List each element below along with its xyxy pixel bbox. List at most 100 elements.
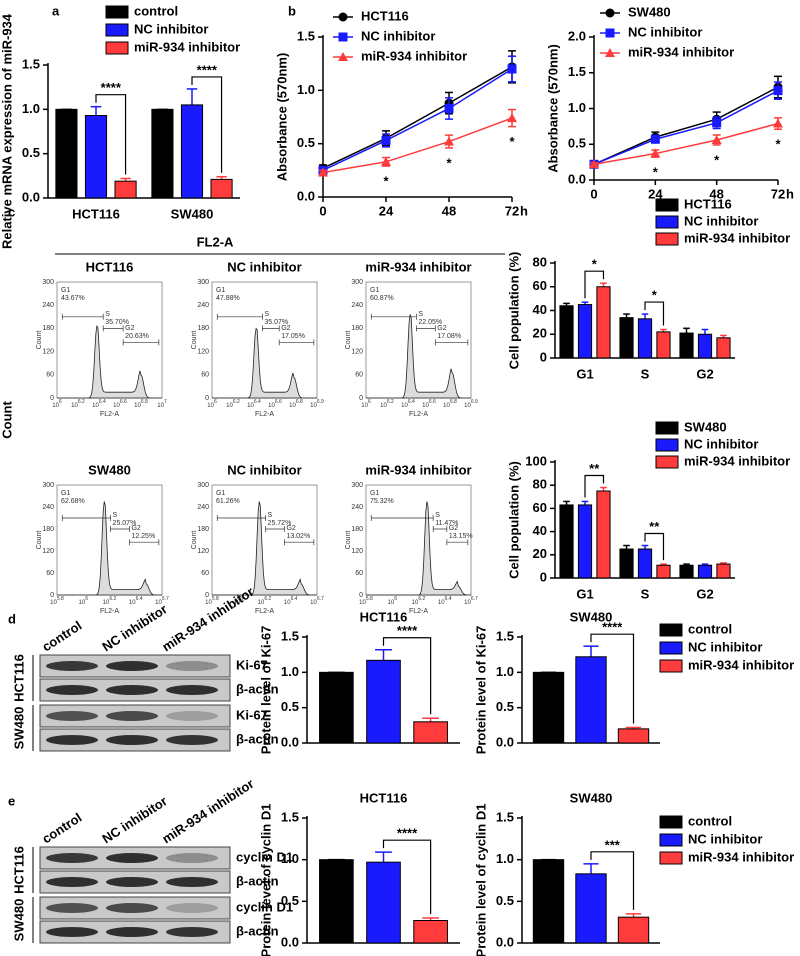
point bbox=[773, 86, 783, 96]
significance-label: * bbox=[446, 155, 452, 170]
bar bbox=[575, 873, 607, 944]
x-tick-label: 24 bbox=[379, 203, 394, 218]
y-tick-label: 20 bbox=[533, 326, 547, 341]
bar bbox=[319, 859, 354, 944]
gate bbox=[434, 339, 469, 346]
legend-label: NC inhibitor bbox=[684, 213, 758, 228]
bar bbox=[413, 920, 448, 944]
tick-base: 10 bbox=[207, 403, 214, 409]
flow-axis-y-label: Count bbox=[191, 331, 198, 350]
flow-y-tick: 60 bbox=[201, 372, 209, 379]
bar bbox=[114, 180, 137, 199]
flow-y-tick: 60 bbox=[46, 570, 54, 577]
bar bbox=[596, 490, 611, 579]
tick-base: 10 bbox=[412, 600, 419, 606]
tick-exp: 5.8 bbox=[366, 596, 373, 602]
y-tick-label: 1.5 bbox=[496, 809, 514, 824]
gate-pct: 12.25% bbox=[131, 533, 155, 540]
gate bbox=[370, 313, 417, 320]
tick-exp: 5.8 bbox=[212, 596, 219, 602]
bar bbox=[55, 108, 78, 199]
line bbox=[322, 66, 513, 169]
gate-pct: 22.05% bbox=[418, 319, 442, 326]
legend-label: HCT116 bbox=[361, 8, 409, 23]
x-tick-label: S bbox=[641, 586, 650, 601]
legend-swatch bbox=[659, 851, 683, 865]
blot-row-label: cyclin D1 bbox=[236, 849, 293, 864]
line bbox=[593, 89, 779, 165]
tick-base: 10 bbox=[289, 403, 296, 409]
significance-label: * bbox=[714, 152, 720, 167]
flow-y-tick: 180 bbox=[351, 325, 363, 332]
legend-label: NC inhibitor bbox=[361, 28, 435, 43]
gate-pct: 75.32% bbox=[370, 498, 394, 505]
x-tick-label: S bbox=[641, 366, 650, 381]
bar bbox=[716, 563, 731, 579]
tick-exp: 6 bbox=[59, 399, 62, 405]
legend-marker bbox=[605, 48, 615, 57]
tick-exp: 6.6 bbox=[429, 399, 436, 405]
significance-label: * bbox=[775, 137, 781, 152]
legend-label: control bbox=[688, 813, 732, 828]
blot-band bbox=[166, 877, 218, 887]
flow-axis-y-label: Count bbox=[191, 531, 198, 550]
histogram bbox=[212, 327, 317, 399]
significance-label: *** bbox=[605, 837, 621, 852]
bar bbox=[679, 564, 694, 579]
histogram bbox=[212, 501, 317, 596]
x-tick-label: SW480 bbox=[171, 206, 214, 221]
significance-label: * bbox=[383, 174, 389, 189]
y-tick-label: 0.0 bbox=[22, 189, 40, 204]
flow-x-tick: 106 bbox=[207, 399, 217, 408]
tick-base: 10 bbox=[438, 600, 445, 606]
y-tick-label: 2.0 bbox=[568, 28, 586, 43]
bar bbox=[575, 656, 607, 744]
gate bbox=[265, 526, 285, 532]
flow-y-tick: 180 bbox=[42, 325, 54, 332]
gate bbox=[262, 325, 280, 332]
y-tick-label: 60 bbox=[533, 500, 547, 515]
gate bbox=[110, 526, 130, 532]
line bbox=[593, 122, 779, 166]
flow-y-tick: 240 bbox=[351, 504, 363, 511]
gate-name: S bbox=[435, 512, 440, 519]
point bbox=[444, 136, 454, 146]
flow-x-tick: 106 bbox=[79, 596, 89, 605]
flow-y-tick: 300 bbox=[197, 279, 209, 286]
gate bbox=[416, 325, 436, 332]
legend-swatch bbox=[105, 41, 129, 55]
flow-x-label: FL2-A bbox=[255, 608, 274, 615]
gate bbox=[284, 539, 315, 546]
significance-label: **** bbox=[101, 80, 122, 95]
blot-band bbox=[166, 903, 218, 913]
bar bbox=[596, 286, 611, 359]
legend-swatch bbox=[659, 659, 683, 673]
significance-bracket bbox=[644, 301, 665, 326]
legend-swatch bbox=[655, 438, 679, 452]
panel-label: d bbox=[8, 611, 16, 626]
x-tick-label: 48 bbox=[709, 186, 723, 201]
x-tick-label: G2 bbox=[696, 366, 713, 381]
y-axis-label: Absorbance (570nm) bbox=[274, 53, 289, 182]
y-axis-label: Relative mRNA expression of miR-934 bbox=[0, 13, 14, 249]
flow-y-tick: 120 bbox=[42, 548, 54, 555]
flow-x-tick: 107 bbox=[157, 399, 167, 408]
panel-label: a bbox=[52, 3, 60, 18]
tick-base: 10 bbox=[247, 403, 254, 409]
gate bbox=[102, 325, 124, 332]
y-tick-label: 1.0 bbox=[496, 664, 514, 679]
blot-cell-label: SW480 bbox=[11, 899, 26, 942]
point bbox=[773, 118, 783, 128]
tick-base: 10 bbox=[268, 403, 275, 409]
tick-exp: 6.2 bbox=[109, 596, 116, 602]
chart-title: SW480 bbox=[570, 790, 613, 805]
y-tick-label: 40 bbox=[533, 302, 547, 317]
y-tick-label: 60 bbox=[533, 278, 547, 293]
flow-panel-title: HCT116 bbox=[86, 259, 134, 274]
blot-band bbox=[106, 927, 158, 937]
bar bbox=[637, 548, 653, 579]
point bbox=[650, 148, 661, 158]
flow-x-tick: 106.2 bbox=[226, 399, 240, 408]
blot-band bbox=[46, 685, 98, 695]
